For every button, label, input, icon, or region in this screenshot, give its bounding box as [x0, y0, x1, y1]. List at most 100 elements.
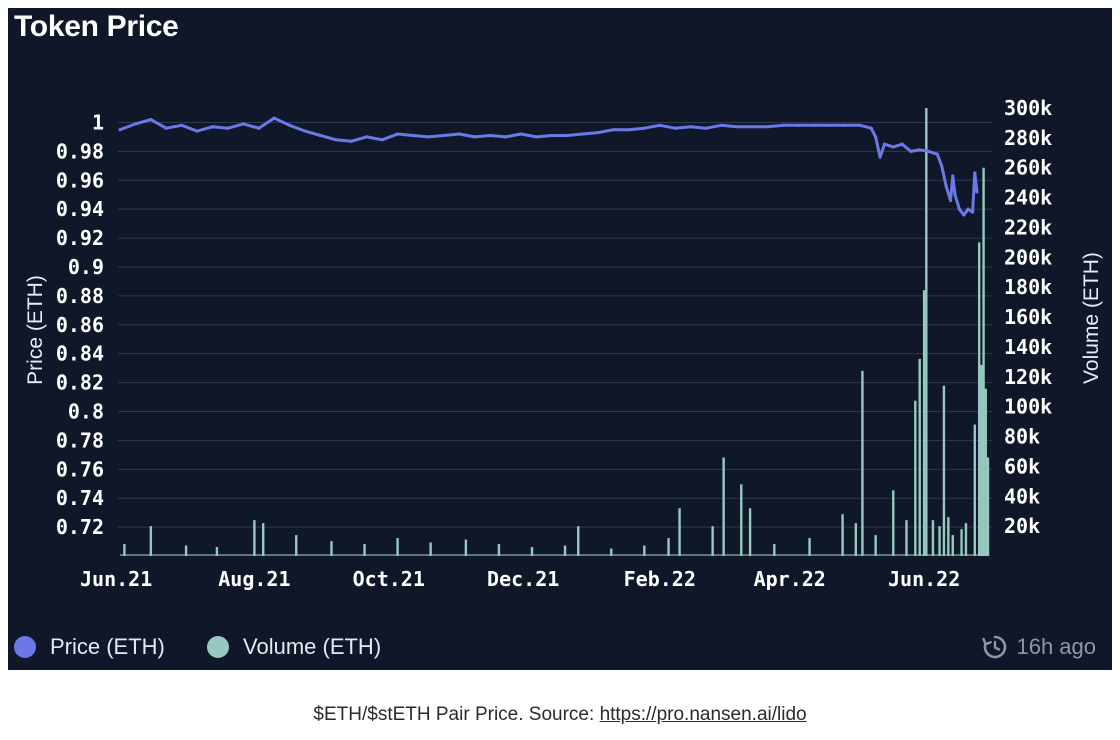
price-point: [318, 133, 323, 138]
price-point: [781, 123, 785, 127]
volume-bar: [986, 457, 990, 556]
volume-bar: [960, 529, 963, 556]
price-point: [611, 128, 616, 132]
volume-bars: [120, 108, 990, 556]
volume-tick-label: 80k: [1004, 425, 1040, 449]
volume-bar: [841, 514, 844, 556]
price-point: [118, 128, 122, 132]
legend-item-volume[interactable]: Volume (ETH): [207, 634, 381, 660]
price-point: [891, 145, 895, 149]
price-point: [966, 207, 970, 211]
volume-bar: [261, 523, 265, 556]
price-tick-label: 0.72: [56, 515, 104, 539]
source-link[interactable]: https://pro.nansen.ai/lido: [599, 704, 807, 725]
price-point: [365, 135, 369, 139]
grid-lines: [118, 121, 992, 528]
volume-legend-dot: [207, 636, 229, 658]
volume-bar: [563, 545, 567, 556]
volume-bar: [330, 541, 333, 556]
price-point: [796, 123, 801, 127]
price-point: [133, 122, 138, 126]
price-series: [118, 116, 979, 217]
price-point: [627, 128, 631, 132]
price-point: [550, 133, 554, 138]
price-point: [349, 139, 353, 143]
volume-bar: [982, 167, 985, 556]
price-point: [962, 213, 966, 217]
price-point: [926, 149, 931, 153]
price-point: [688, 125, 693, 129]
price-point: [226, 126, 230, 130]
price-tick-label: 0.88: [56, 284, 104, 308]
price-point: [735, 125, 739, 129]
price-legend-dot: [14, 636, 36, 658]
price-point: [164, 126, 168, 130]
volume-bar: [973, 424, 976, 556]
volume-bar: [464, 539, 468, 556]
price-point: [272, 116, 276, 120]
price-axis-ticks: 1 0.98 0.96 0.94 0.92 0.9 0.88 0.86 0.84 0.82 0.8 0…: [56, 110, 104, 539]
price-tick-label: 0.76: [56, 457, 104, 481]
volume-bar: [678, 508, 681, 556]
volume-bar: [984, 388, 987, 556]
price-point: [951, 174, 955, 178]
price-point: [581, 132, 585, 136]
volume-bar: [429, 542, 432, 556]
price-point: [878, 155, 882, 159]
price-point: [395, 132, 400, 136]
volume-bar: [215, 547, 219, 556]
price-point: [944, 184, 948, 188]
price-tick-label: 0.8: [68, 399, 104, 423]
volume-tick-label: 220k: [1004, 215, 1052, 239]
volume-bar: [711, 526, 714, 556]
token-price-chart: 1 0.98 0.96 0.94 0.92 0.9 0.88 0.86 0.84 0.82 0.8 0…: [24, 96, 1103, 591]
chart-title: Token Price: [14, 10, 179, 43]
volume-axis-ticks: 300k 280k 260k 240k 220k 200k 180k 160k 140k 120k…: [1004, 96, 1052, 538]
volume-bar: [610, 548, 613, 556]
volume-bar: [874, 535, 877, 556]
volume-bar: [643, 545, 646, 556]
price-point: [303, 129, 307, 133]
price-point: [426, 135, 431, 139]
volume-bar: [925, 108, 928, 556]
volume-tick-label: 200k: [1004, 245, 1052, 269]
date-tick-label: Jun.21: [80, 567, 152, 591]
volume-bar: [951, 535, 954, 556]
price-point: [488, 133, 492, 138]
legend-item-price[interactable]: Price (ETH): [14, 634, 165, 660]
last-updated[interactable]: 16h ago: [982, 634, 1096, 660]
volume-bar: [938, 526, 941, 556]
price-point: [935, 152, 939, 156]
price-tick-label: 0.94: [56, 197, 104, 221]
price-point: [704, 126, 708, 130]
price-point: [869, 126, 873, 130]
price-point: [642, 126, 646, 130]
price-point: [210, 125, 215, 129]
price-tick-label: 0.86: [56, 313, 104, 337]
price-point: [843, 123, 847, 127]
date-tick-label: Feb.22: [624, 567, 696, 591]
volume-bar: [922, 290, 926, 556]
volume-bar: [931, 520, 935, 556]
volume-bar: [184, 545, 188, 556]
volume-axis-title: Volume (ETH): [1080, 252, 1103, 384]
price-point: [957, 207, 961, 211]
volume-bar: [808, 538, 811, 556]
volume-legend-label: Volume (ETH): [243, 634, 382, 659]
volume-bar: [530, 547, 534, 556]
price-point: [180, 123, 184, 127]
price-axis-title: Price (ETH): [24, 275, 47, 385]
chart-legend: Price (ETH) Volume (ETH) 16h ago: [14, 634, 1104, 666]
price-tick-label: 0.9: [68, 255, 104, 279]
price-tick-label: 0.96: [56, 168, 104, 192]
volume-bar: [722, 457, 725, 556]
price-point: [457, 132, 461, 136]
volume-bar: [577, 526, 580, 556]
volume-tick-label: 20k: [1004, 514, 1040, 538]
price-tick-label: 1: [92, 110, 104, 134]
price-point: [596, 130, 600, 135]
price-point: [900, 142, 904, 146]
volume-tick-label: 60k: [1004, 454, 1040, 478]
figure-caption: $ETH/$stETH Pair Price. Source: https://…: [0, 704, 1120, 726]
price-point: [948, 198, 953, 203]
